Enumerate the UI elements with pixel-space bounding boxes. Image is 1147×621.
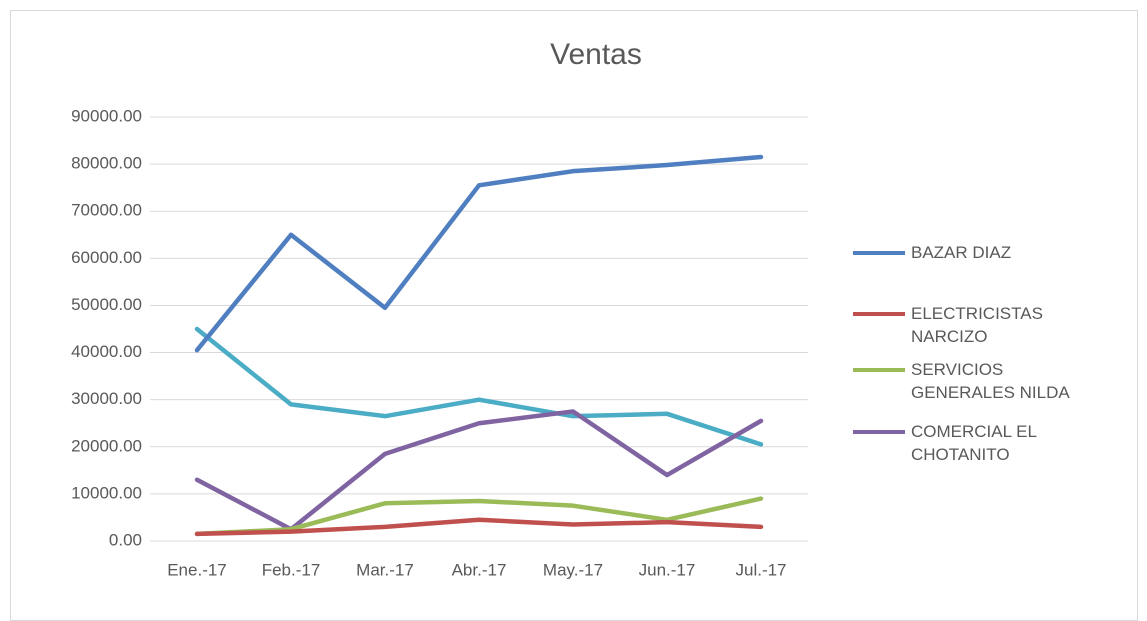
x-tick-label: Mar.-17 (356, 560, 414, 579)
legend-swatch (853, 312, 905, 316)
legend-swatch (853, 251, 905, 255)
legend-item: SERVICIOS GENERALES NILDA (853, 358, 1111, 404)
series-line (194, 409, 764, 532)
series-line (194, 326, 764, 447)
y-tick-label: 60000.00 (71, 248, 142, 267)
legend-label: ELECTRICISTAS NARCIZO (911, 304, 1043, 346)
legend-swatch (853, 430, 905, 434)
legend-label: SERVICIOS GENERALES NILDA (911, 360, 1070, 402)
legend-item: ELECTRICISTAS NARCIZO (853, 302, 1111, 348)
y-tick-label: 70000.00 (71, 201, 142, 220)
y-tick-label: 40000.00 (71, 342, 142, 361)
x-tick-label: Feb.-17 (262, 560, 321, 579)
y-tick-label: 20000.00 (71, 436, 142, 455)
legend-label: BAZAR DIAZ (911, 243, 1012, 262)
y-tick-label: 80000.00 (71, 154, 142, 173)
legend-item: BAZAR DIAZ (853, 241, 1111, 264)
y-tick-label: 0.00 (109, 530, 142, 549)
x-tick-label: May.-17 (543, 560, 603, 579)
legend-item: COMERCIAL EL CHOTANITO (853, 420, 1111, 466)
legend-swatch (853, 368, 905, 372)
x-tick-label: Jul.-17 (735, 560, 786, 579)
chart-title: Ventas (550, 38, 642, 71)
series-line (194, 154, 764, 353)
y-tick-label: 50000.00 (71, 295, 142, 314)
y-tick-label: 30000.00 (71, 389, 142, 408)
series-line (194, 517, 764, 537)
series-line (194, 496, 764, 537)
y-tick-label: 10000.00 (71, 483, 142, 502)
x-tick-label: Abr.-17 (452, 560, 507, 579)
x-tick-label: Ene.-17 (167, 560, 227, 579)
y-tick-label: 90000.00 (71, 106, 142, 125)
x-tick-label: Jun.-17 (639, 560, 696, 579)
legend-label: COMERCIAL EL CHOTANITO (911, 422, 1037, 464)
